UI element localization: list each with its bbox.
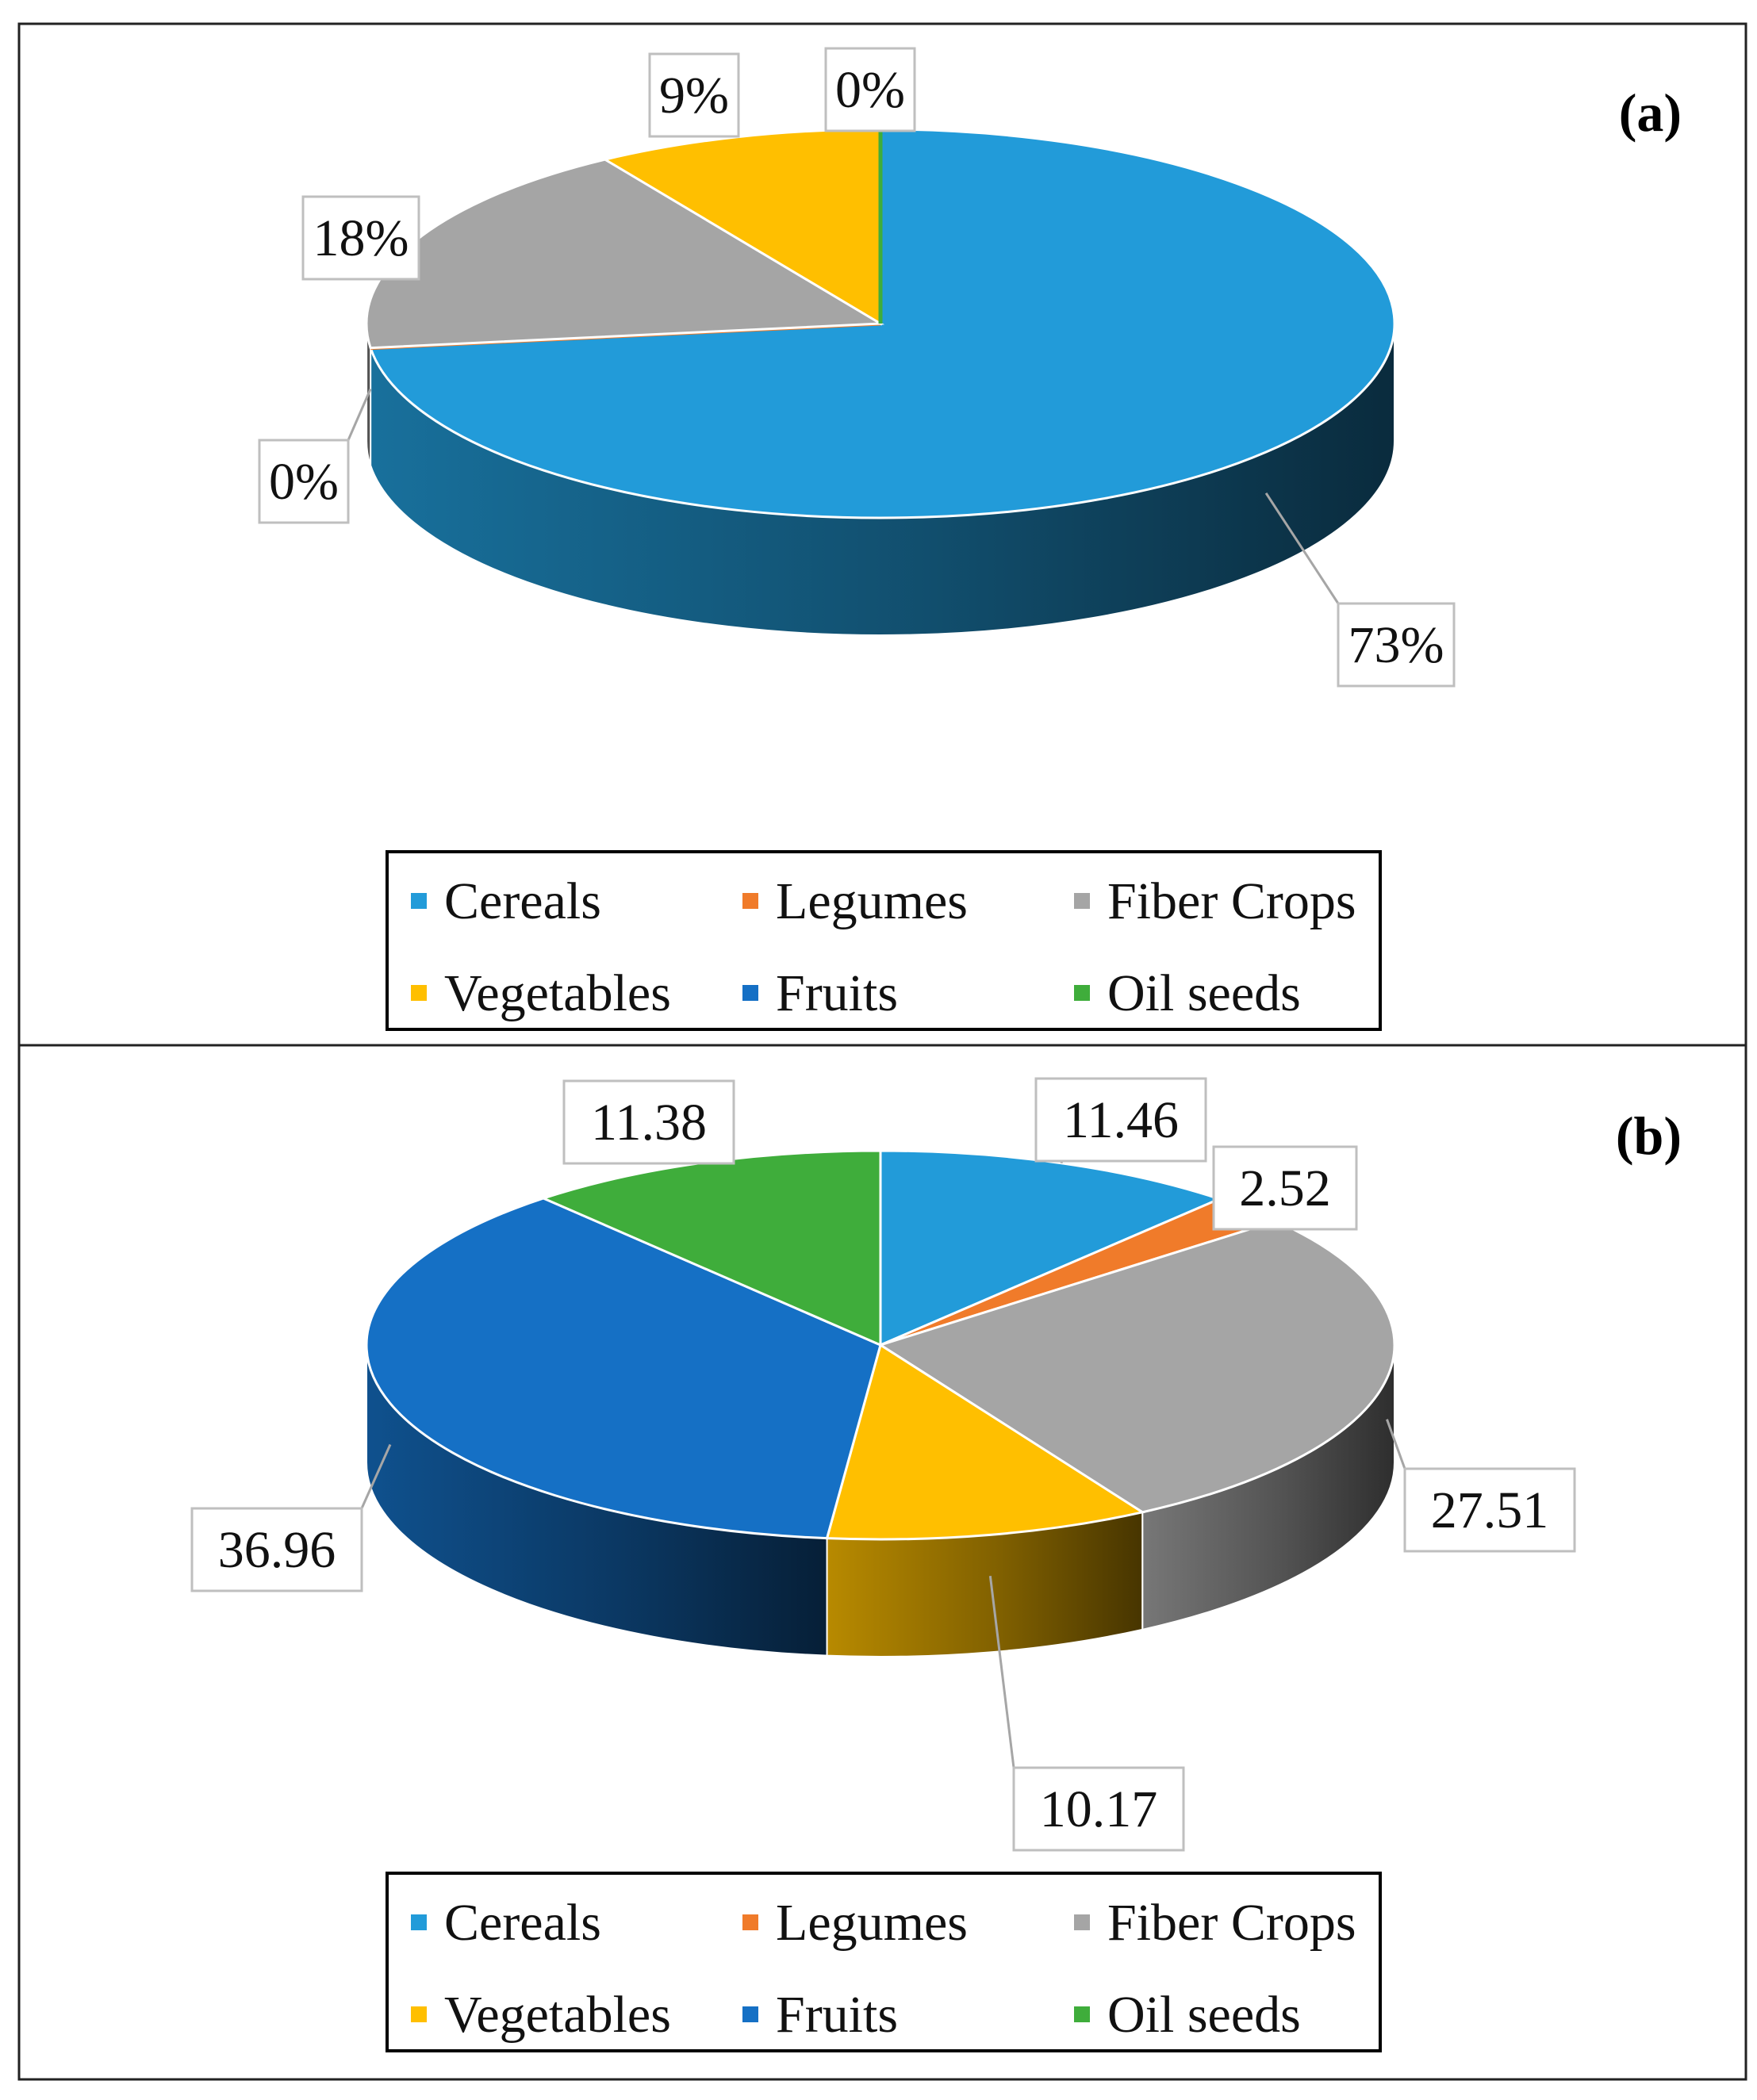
legend-swatch-cereals [411, 1914, 427, 1930]
data-label-vegetables: 9% [659, 67, 729, 125]
legend-swatch-legumes [742, 1914, 758, 1930]
legend-swatch-cereals [411, 893, 427, 909]
legend-swatch-vegetables [411, 2006, 427, 2022]
data-label-box-legumes [1212, 1145, 1358, 1231]
data-label-fiber-crops: 18% [313, 209, 409, 267]
slice-fruits [365, 1197, 882, 1540]
slice-cereals [879, 1149, 1223, 1347]
data-label-vegetables: 10.17 [1040, 1780, 1158, 1838]
leader-line-vegetables [988, 1575, 1015, 1769]
legend-label-fiber-crops: Fiber Crops [1107, 1894, 1356, 1952]
panel-label: (a) [1619, 82, 1682, 143]
data-label-box-vegetables [648, 52, 740, 138]
legend-label-cereals: Cereals [444, 1894, 601, 1952]
data-label-box-cereals [1034, 1077, 1207, 1163]
legend-swatch-fruits [742, 985, 758, 1001]
data-label-box-fruits [824, 47, 916, 132]
legend-swatch-fiber-crops [1074, 893, 1090, 909]
legend-label-oil-seeds: Oil seeds [1107, 964, 1301, 1022]
legend: Cereals Legumes Fiber Crops Vegetables Fruit… [386, 850, 1382, 1031]
legend-label-legumes: Legumes [776, 872, 968, 930]
legend-label-vegetables: Vegetables [444, 1986, 671, 2044]
slice-vegetables [825, 1343, 1146, 1541]
legend-label-cereals: Cereals [444, 872, 601, 930]
leader-line-legumes [347, 388, 372, 441]
data-label-legumes: 2.52 [1239, 1159, 1331, 1217]
data-label-fiber-crops: 27.51 [1431, 1481, 1549, 1539]
pie-chart-a: (a) 73% 0% 18% 9% 0% Cereals Legumes Fiber Crops… [17, 22, 1747, 1047]
data-label-fruits: 0% [835, 61, 905, 119]
data-label-box-fiber-crops [301, 195, 420, 281]
panel-frame [17, 1044, 1747, 2081]
legend-label-fruits: Fruits [776, 1986, 898, 2044]
legend-swatch-fruits [742, 2006, 758, 2022]
data-label-cereals: 11.46 [1063, 1091, 1179, 1149]
legend-frame [386, 1872, 1382, 2052]
legend-label-oil-seeds: Oil seeds [1107, 1986, 1301, 2044]
panel-label: (b) [1616, 1106, 1682, 1166]
legend-label-vegetables: Vegetables [444, 964, 671, 1022]
data-label-box-fruits [190, 1507, 363, 1592]
data-label-cereals: 73% [1348, 616, 1444, 674]
leader-line-cereals [1264, 492, 1340, 604]
legend-swatch-oil-seeds [1074, 2006, 1090, 2022]
data-label-fruits: 36.96 [218, 1521, 336, 1579]
leader-line-fruits [360, 1443, 392, 1509]
data-label-box-fiber-crops [1403, 1467, 1576, 1553]
slice-fiber-crops [877, 1219, 1396, 1514]
legend-label-fiber-crops: Fiber Crops [1107, 872, 1356, 930]
legend-swatch-fiber-crops [1074, 1914, 1090, 1930]
data-label-box-legumes [258, 439, 350, 524]
legend: Cereals Legumes Fiber Crops Vegetables Fruit… [386, 1872, 1382, 2052]
legend-swatch-legumes [742, 893, 758, 909]
legend-label-legumes: Legumes [776, 1894, 968, 1952]
legend-frame [386, 850, 1382, 1031]
legend-label-fruits: Fruits [776, 964, 898, 1022]
data-label-legumes: 0% [269, 453, 339, 511]
data-label-box-cereals [1337, 602, 1456, 688]
legend-swatch-vegetables [411, 985, 427, 1001]
data-label-oil-seeds: 11.38 [591, 1094, 707, 1152]
data-label-box-oil-seeds [562, 1079, 735, 1165]
leader-line-fiber-crops [1386, 1419, 1406, 1470]
data-label-box-vegetables [1012, 1766, 1185, 1852]
pie-chart-b: (b) 11.46 2.52 27.51 10.17 36.96 11.38 Cereals L… [17, 1044, 1747, 2081]
legend-swatch-oil-seeds [1074, 985, 1090, 1001]
